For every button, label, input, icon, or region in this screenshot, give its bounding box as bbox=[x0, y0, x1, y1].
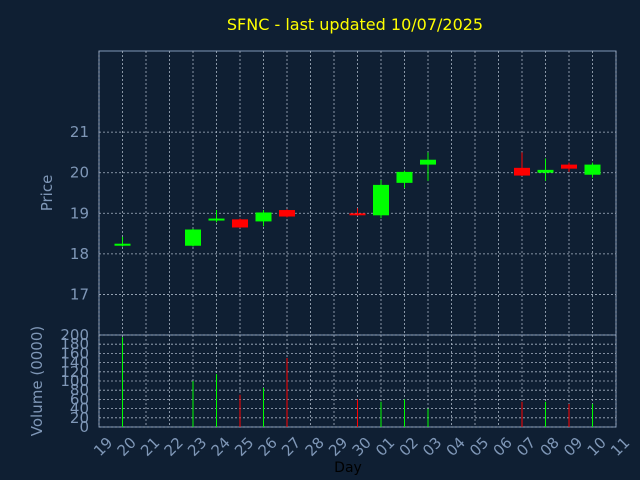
price-tick-label: 18 bbox=[70, 245, 89, 263]
price-panel: 17 18 19 20 21 bbox=[70, 50, 617, 336]
x-tick-label: 03 bbox=[419, 434, 445, 460]
volume-tick-label: 80 bbox=[70, 381, 89, 399]
candle-body bbox=[537, 169, 554, 173]
chart-title: SFNC - last updated 10/07/2025 bbox=[227, 15, 483, 34]
x-tick-label: 25 bbox=[231, 434, 257, 460]
x-tick-label: 24 bbox=[208, 434, 234, 460]
x-tick-label: 05 bbox=[466, 434, 492, 460]
x-tick-label: 01 bbox=[372, 434, 398, 460]
candle-body bbox=[232, 219, 248, 228]
x-tick-label: 30 bbox=[349, 434, 375, 460]
x-tick-label: 27 bbox=[278, 434, 304, 460]
volume-axis-label: Volume (0000) bbox=[28, 326, 46, 436]
x-axis-label: Day bbox=[334, 460, 362, 476]
x-tick-label: 26 bbox=[255, 434, 281, 460]
volume-tick-label: 140 bbox=[60, 354, 89, 372]
x-tick-label: 02 bbox=[396, 434, 422, 460]
candle-body bbox=[420, 159, 436, 165]
volume-tick-label: 200 bbox=[60, 326, 89, 344]
candle-body bbox=[349, 213, 366, 216]
x-tick-label: 07 bbox=[513, 434, 539, 460]
volume-tick-label: 160 bbox=[60, 344, 89, 362]
x-axis: 1920212223242526272829300102030405060708… bbox=[90, 434, 633, 460]
price-tick-label: 20 bbox=[70, 164, 89, 182]
price-axis-label: Price bbox=[38, 175, 56, 212]
volume-tick-label: 180 bbox=[60, 335, 89, 353]
price-tick-label: 21 bbox=[70, 123, 89, 141]
x-tick-label: 20 bbox=[114, 434, 140, 460]
candle-body bbox=[584, 164, 601, 175]
volume-tick-label: 60 bbox=[70, 390, 89, 408]
candle-body bbox=[396, 171, 413, 183]
x-tick-label: 11 bbox=[607, 434, 633, 460]
candle-body bbox=[255, 212, 272, 222]
volume-tick-label: 40 bbox=[70, 400, 89, 418]
x-tick-label: 09 bbox=[560, 434, 586, 460]
volume-tick-label: 100 bbox=[60, 372, 89, 390]
x-tick-label: 19 bbox=[90, 434, 116, 460]
price-tick-label: 17 bbox=[70, 285, 89, 303]
x-tick-label: 04 bbox=[443, 434, 469, 460]
volume-tick-label: 0 bbox=[79, 418, 89, 436]
x-tick-label: 21 bbox=[137, 434, 163, 460]
price-tick-label: 19 bbox=[70, 204, 89, 222]
x-tick-label: 23 bbox=[184, 434, 210, 460]
x-tick-label: 10 bbox=[584, 434, 610, 460]
candle-body bbox=[514, 167, 530, 176]
volume-tick-label: 20 bbox=[70, 409, 89, 427]
candle-body bbox=[185, 229, 201, 246]
volume-tick-label: 120 bbox=[60, 363, 89, 381]
x-tick-label: 28 bbox=[302, 434, 328, 460]
x-tick-label: 06 bbox=[490, 434, 516, 460]
candle-body bbox=[373, 184, 389, 216]
candle-body bbox=[561, 164, 577, 169]
candle-body bbox=[114, 243, 131, 246]
candle-body bbox=[279, 210, 295, 217]
candle-body bbox=[208, 218, 225, 221]
x-tick-label: 29 bbox=[325, 434, 351, 460]
x-tick-label: 08 bbox=[537, 434, 563, 460]
x-tick-label: 22 bbox=[161, 434, 187, 460]
